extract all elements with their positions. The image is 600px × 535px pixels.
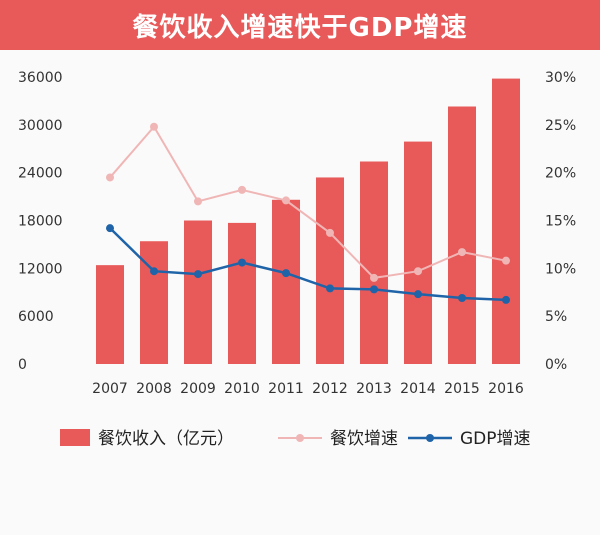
bar-2016 (492, 78, 520, 364)
gdp-growth-point-2007 (106, 224, 114, 233)
y-left-tick-label: 18000 (18, 214, 63, 230)
legend-label: 餐饮增速 (330, 429, 398, 449)
x-tick-label: 2010 (224, 381, 260, 397)
x-tick-label: 2013 (356, 381, 392, 397)
gdp-growth-point-2008 (150, 267, 158, 276)
y-left-tick-label: 30000 (18, 118, 63, 134)
x-tick-label: 2008 (136, 381, 172, 397)
dining-growth-point-2015 (458, 248, 466, 257)
chart-title: 餐饮收入增速快于GDP增速 (132, 12, 468, 43)
dining-growth-point-2013 (370, 273, 378, 282)
x-tick-label: 2014 (400, 381, 436, 397)
bar-2009 (184, 220, 212, 364)
bar-2011 (272, 199, 300, 364)
y-right-tick-label: 30% (545, 70, 576, 86)
dining-growth-point-2016 (502, 256, 510, 265)
gdp-growth-point-2016 (502, 295, 510, 304)
y-right-tick-label: 10% (545, 261, 576, 277)
legend-swatch-marker (426, 434, 434, 442)
dining-growth-point-2010 (238, 185, 246, 194)
gdp-growth-point-2014 (414, 290, 422, 299)
gdp-growth-point-2012 (326, 284, 334, 293)
gdp-growth-point-2015 (458, 293, 466, 302)
y-right-tick-label: 15% (545, 214, 576, 230)
y-right-tick-label: 0% (545, 357, 567, 373)
legend-swatch-bar (60, 429, 90, 446)
gdp-growth-point-2010 (238, 258, 246, 267)
y-left-tick-label: 24000 (18, 166, 63, 182)
bar-2008 (140, 241, 168, 364)
y-left-tick-label: 6000 (18, 309, 54, 325)
bar-2012 (316, 177, 344, 364)
legend-label: GDP增速 (460, 429, 531, 449)
dining-growth-point-2012 (326, 228, 334, 237)
y-left-tick-label: 0 (18, 357, 27, 373)
legend-swatch-marker (296, 434, 304, 442)
legend-label: 餐饮收入（亿元） (98, 429, 234, 449)
x-tick-label: 2012 (312, 381, 348, 397)
dining-growth-point-2014 (414, 267, 422, 276)
x-tick-label: 2015 (444, 381, 480, 397)
combo-chart: 36000 30000 24000 18000 12000 6000 0 30% 25% 20% 1… (18, 70, 576, 449)
y-right-tick-label: 5% (545, 309, 567, 325)
bar-2014 (404, 141, 432, 364)
x-tick-label: 2009 (180, 381, 216, 397)
y-right-tick-label: 20% (545, 166, 576, 182)
x-tick-label: 2016 (488, 381, 524, 397)
bar-2010 (228, 222, 256, 364)
gdp-growth-point-2011 (282, 269, 290, 278)
title-bar: 餐饮收入增速快于GDP增速 (0, 0, 600, 50)
line-gdp-growth (109, 227, 507, 302)
line-dining-growth (109, 125, 507, 279)
bar-2015 (448, 106, 476, 364)
x-tick-label: 2007 (92, 381, 128, 397)
dining-growth-point-2007 (106, 173, 114, 182)
y-left-tick-label: 36000 (18, 70, 63, 86)
gdp-growth-point-2013 (370, 285, 378, 294)
dining-growth-point-2008 (150, 122, 158, 131)
gdp-growth-point-2009 (194, 270, 202, 279)
dining-growth-point-2009 (194, 197, 202, 206)
dining-growth-point-2011 (282, 196, 290, 205)
y-left-tick-label: 12000 (18, 261, 63, 277)
x-tick-label: 2011 (268, 381, 304, 397)
y-right-tick-label: 25% (545, 118, 576, 134)
bar-2007 (96, 265, 124, 364)
bar-2013 (360, 161, 388, 364)
